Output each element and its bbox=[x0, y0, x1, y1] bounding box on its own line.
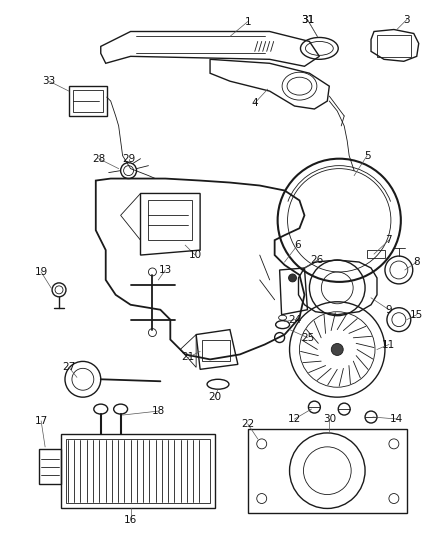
Circle shape bbox=[289, 274, 297, 282]
Text: 33: 33 bbox=[42, 76, 56, 86]
Bar bbox=[367, 250, 385, 258]
Bar bbox=[202, 340, 230, 361]
Bar bbox=[66, 439, 210, 504]
Text: 30: 30 bbox=[323, 414, 336, 424]
Text: 8: 8 bbox=[413, 257, 420, 267]
Text: 13: 13 bbox=[159, 265, 172, 275]
Text: 26: 26 bbox=[311, 255, 324, 265]
Text: 31: 31 bbox=[301, 14, 314, 25]
Text: 27: 27 bbox=[62, 362, 76, 373]
Circle shape bbox=[331, 343, 343, 356]
Text: 10: 10 bbox=[189, 250, 202, 260]
Text: 17: 17 bbox=[35, 416, 48, 426]
Bar bbox=[377, 36, 411, 58]
Bar bbox=[148, 200, 192, 240]
Bar bbox=[73, 90, 103, 112]
Text: 28: 28 bbox=[92, 154, 106, 164]
Text: 15: 15 bbox=[410, 310, 424, 320]
Text: 7: 7 bbox=[385, 235, 392, 245]
Text: 25: 25 bbox=[301, 333, 314, 343]
Text: 14: 14 bbox=[390, 414, 403, 424]
Text: 16: 16 bbox=[124, 515, 137, 526]
Text: 12: 12 bbox=[288, 414, 301, 424]
Text: 4: 4 bbox=[251, 98, 258, 108]
Bar bbox=[39, 449, 61, 483]
Text: 3: 3 bbox=[403, 14, 410, 25]
Text: 11: 11 bbox=[382, 340, 396, 350]
Text: 5: 5 bbox=[364, 151, 371, 161]
Bar bbox=[61, 434, 215, 508]
Text: 21: 21 bbox=[182, 352, 195, 362]
Text: 9: 9 bbox=[385, 305, 392, 314]
Text: 22: 22 bbox=[241, 419, 254, 429]
Text: 1: 1 bbox=[244, 17, 251, 27]
Text: 31: 31 bbox=[301, 14, 314, 25]
Text: 29: 29 bbox=[122, 154, 135, 164]
Text: 24: 24 bbox=[288, 314, 301, 325]
Text: 18: 18 bbox=[152, 406, 165, 416]
Bar bbox=[248, 429, 407, 513]
Text: 20: 20 bbox=[208, 392, 222, 402]
Bar bbox=[69, 86, 107, 116]
Text: 19: 19 bbox=[35, 267, 48, 277]
Text: 6: 6 bbox=[294, 240, 301, 250]
